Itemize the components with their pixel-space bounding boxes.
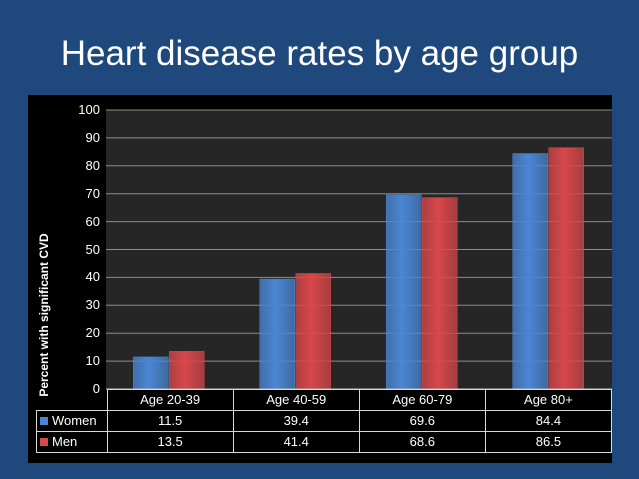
y-tick-label: 60 (85, 213, 100, 229)
data-label: 86.5 (484, 431, 613, 453)
bar-men (169, 351, 205, 390)
men-swatch-icon (40, 438, 48, 446)
bar-men (422, 197, 458, 390)
slide-title: Heart disease rates by age group (60, 34, 579, 73)
legend-women: Women (36, 410, 108, 432)
y-tick-label: 40 (85, 269, 100, 285)
data-label: 69.6 (358, 410, 486, 432)
category-label: Age 20-39 (106, 389, 234, 411)
chart-panel: Percent with significant CVD 0 10 20 30 40 50… (28, 95, 613, 463)
legend-label: Women (52, 413, 97, 428)
bar-women (386, 194, 422, 390)
data-label: 41.4 (232, 431, 360, 453)
table-row-women: Women 11.5 39.4 69.6 84.4 (36, 410, 613, 432)
y-tick-label: 10 (85, 353, 100, 369)
y-tick-label: 100 (78, 102, 100, 117)
category-label: Age 60-79 (358, 389, 486, 411)
chart-plot (106, 109, 612, 390)
women-swatch-icon (40, 417, 48, 425)
table-header-row: Age 20-39 Age 40-59 Age 60-79 Age 80+ (37, 389, 613, 411)
data-label: 39.4 (232, 410, 360, 432)
y-tick-label: 30 (85, 297, 100, 313)
y-tick-label: 90 (85, 129, 100, 145)
data-label: 84.4 (484, 410, 613, 432)
bar-women (259, 278, 295, 390)
table-row-men: Men 13.5 41.4 68.6 86.5 (36, 431, 613, 453)
data-label: 13.5 (106, 431, 234, 453)
category-label: Age 40-59 (232, 389, 360, 411)
bar-men (548, 147, 584, 390)
data-table: Age 20-39 Age 40-59 Age 60-79 Age 80+ Wo… (36, 389, 613, 453)
table-corner (37, 390, 108, 411)
bar-women (512, 153, 548, 390)
y-tick-label: 70 (85, 185, 100, 201)
y-tick-label: 80 (85, 157, 100, 173)
y-tick-label: 20 (85, 325, 100, 341)
category-label: Age 80+ (484, 389, 613, 411)
data-label: 11.5 (106, 410, 234, 432)
legend-men: Men (36, 431, 108, 453)
legend-label: Men (52, 434, 78, 449)
y-tick-label: 50 (85, 241, 100, 257)
y-axis-label: Percent with significant CVD (37, 233, 51, 397)
bar-men (295, 273, 331, 390)
y-tick-label: 0 (92, 381, 100, 396)
bar-women (133, 356, 169, 390)
data-label: 68.6 (358, 431, 486, 453)
